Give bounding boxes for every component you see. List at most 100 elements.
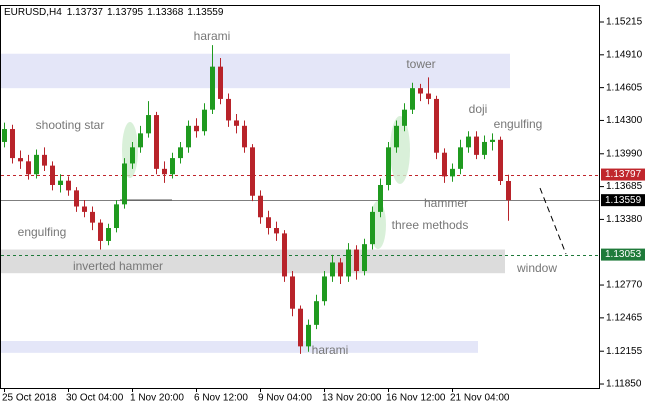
candle-body bbox=[90, 211, 95, 223]
annotation: engulfing bbox=[18, 225, 67, 239]
candle-body bbox=[394, 125, 399, 148]
x-tick-label: 9 Nov 04:00 bbox=[258, 393, 312, 404]
annotation: harami bbox=[312, 343, 349, 357]
candle-body bbox=[66, 180, 71, 191]
candle-body bbox=[418, 88, 423, 94]
candle-body bbox=[362, 244, 367, 272]
candle-body bbox=[122, 163, 127, 205]
y-tick-label: 1.12770 bbox=[606, 280, 643, 291]
annotation: inverted hammer bbox=[73, 259, 163, 273]
y-tick-label: 1.13380 bbox=[606, 214, 643, 225]
candle-body bbox=[482, 141, 487, 155]
y-tick-label: 1.13990 bbox=[606, 148, 643, 159]
candle-body bbox=[306, 324, 311, 347]
candle-body bbox=[154, 115, 159, 169]
candle-body bbox=[218, 66, 223, 99]
candle-body bbox=[194, 125, 199, 132]
candle-body bbox=[266, 217, 271, 229]
candle-body bbox=[138, 133, 143, 148]
candle-body bbox=[202, 109, 207, 132]
candle-body bbox=[234, 120, 239, 126]
header-close: 1.13559 bbox=[187, 7, 224, 18]
candle-body bbox=[42, 154, 47, 166]
highlight bbox=[390, 116, 410, 184]
candle-body bbox=[442, 152, 447, 177]
x-tick-label: 1 Nov 20:00 bbox=[130, 393, 184, 404]
x-tick-label: 6 Nov 12:00 bbox=[194, 393, 248, 404]
candle-body bbox=[386, 147, 391, 185]
candle-body bbox=[450, 168, 455, 177]
candles bbox=[2, 45, 511, 354]
zone bbox=[1, 53, 510, 89]
y-tick-label: 1.14605 bbox=[606, 82, 643, 93]
y-tick-label: 1.14910 bbox=[606, 49, 643, 60]
annotation: engulfing bbox=[494, 117, 543, 131]
candle-body bbox=[314, 301, 319, 325]
plot-frame bbox=[0, 5, 600, 389]
candle-body bbox=[50, 165, 55, 185]
zones bbox=[1, 53, 600, 353]
candle-body bbox=[498, 139, 503, 182]
candle-body bbox=[458, 147, 463, 169]
candle-body bbox=[274, 228, 279, 234]
y-tick-label: 1.11850 bbox=[606, 379, 642, 390]
price-label: 1.13559 bbox=[605, 195, 642, 206]
candle-body bbox=[258, 195, 263, 218]
candle-body bbox=[474, 136, 479, 155]
candle-body bbox=[330, 262, 335, 277]
price-label: 1.13053 bbox=[605, 249, 642, 260]
header-open: 1.13737 bbox=[67, 7, 104, 18]
candle-body bbox=[290, 276, 295, 309]
candle-body bbox=[186, 125, 191, 148]
candle-body bbox=[10, 129, 15, 159]
candle-body bbox=[106, 228, 111, 241]
candle-body bbox=[370, 211, 375, 245]
x-tick-label: 21 Nov 04:00 bbox=[450, 393, 510, 404]
y-tick-label: 1.12155 bbox=[606, 346, 643, 357]
price-label: 1.13797 bbox=[605, 169, 642, 180]
candle-body bbox=[226, 98, 231, 121]
x-tick-label: 13 Nov 20:00 bbox=[322, 393, 382, 404]
candle-body bbox=[354, 249, 359, 272]
y-tick-label: 1.12465 bbox=[606, 312, 643, 323]
candle-body bbox=[490, 139, 495, 142]
candle-body bbox=[282, 233, 287, 277]
header-low: 1.13368 bbox=[147, 7, 184, 18]
candle-body bbox=[298, 308, 303, 347]
candle-body bbox=[74, 190, 79, 207]
annotation: doji bbox=[469, 102, 488, 116]
annotation: tower bbox=[406, 57, 435, 71]
annotation: window bbox=[516, 261, 557, 275]
header-high: 1.13795 bbox=[107, 7, 144, 18]
symbol-name: EURUSD,H4 bbox=[4, 7, 62, 18]
x-tick-label: 25 Oct 2018 bbox=[2, 393, 57, 404]
candle-body bbox=[426, 93, 431, 99]
annotation: hammer bbox=[424, 196, 468, 210]
candle-body bbox=[162, 168, 167, 175]
candle-body bbox=[98, 222, 103, 241]
candle-body bbox=[82, 206, 87, 212]
symbol: EURUSD,H4 1.13737 1.13795 1.13368 1.13559 bbox=[4, 7, 224, 18]
candle-body bbox=[378, 184, 383, 212]
candle-body bbox=[34, 154, 39, 175]
price-label-box bbox=[601, 248, 645, 261]
x-tick-label: 30 Oct 04:00 bbox=[66, 393, 124, 404]
candle-body bbox=[434, 98, 439, 153]
annotation: three methods bbox=[392, 218, 469, 232]
y-tick-label: 1.14300 bbox=[606, 115, 643, 126]
candle-body bbox=[338, 262, 343, 277]
projection-line bbox=[539, 187, 567, 255]
zone bbox=[1, 340, 478, 353]
y-tick-label: 1.13685 bbox=[606, 181, 643, 192]
price-label-box bbox=[601, 194, 645, 207]
x-tick-label: 16 Nov 12:00 bbox=[386, 393, 446, 404]
candle-body bbox=[2, 129, 7, 142]
candle-body bbox=[178, 147, 183, 159]
y-tick-label: 1.15215 bbox=[606, 17, 643, 28]
annotation: harami bbox=[194, 29, 231, 43]
candle-body bbox=[250, 147, 255, 196]
candle-body bbox=[18, 158, 23, 162]
candle-body bbox=[242, 125, 247, 148]
